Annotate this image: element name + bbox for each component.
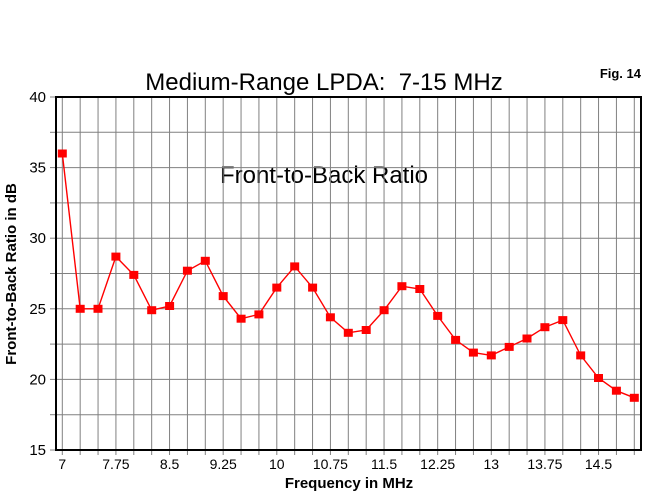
y-tick-label: 15: [29, 442, 46, 459]
data-point: [129, 270, 139, 279]
data-point: [451, 335, 461, 344]
x-tick-label: 14.5: [585, 456, 612, 472]
data-point: [57, 149, 67, 158]
figure-number-label: Fig. 14: [599, 66, 641, 81]
x-tick-label: 7.75: [102, 456, 129, 472]
data-point: [165, 302, 175, 310]
data-point: [218, 292, 228, 301]
data-point: [182, 266, 192, 275]
x-tick-label: 9.25: [210, 456, 237, 472]
data-point: [540, 323, 550, 332]
data-point: [379, 306, 389, 315]
chart-title: Medium-Range LPDA: 7-15 MHz Front-to-Bac…: [0, 5, 648, 253]
chart-title-line1: Medium-Range LPDA: 7-15 MHz: [145, 69, 503, 96]
data-point: [361, 326, 371, 334]
data-point: [629, 393, 639, 402]
data-point: [558, 316, 568, 325]
chart-title-line2: Front-to-Back Ratio: [219, 162, 429, 189]
y-tick-label: 35: [29, 160, 46, 177]
data-point: [576, 351, 586, 360]
y-tick-label: 40: [29, 89, 46, 106]
data-point: [522, 334, 532, 343]
x-axis-title: Frequency in MHz: [285, 475, 413, 492]
x-tick-label: 7: [58, 456, 66, 472]
data-point: [594, 374, 603, 382]
data-point: [468, 348, 478, 357]
data-point: [111, 252, 121, 261]
data-point: [290, 262, 300, 271]
data-point: [611, 386, 621, 395]
y-tick-label: 30: [29, 230, 46, 247]
data-point: [75, 304, 85, 313]
x-tick-label: 13: [484, 456, 500, 472]
data-point: [93, 304, 103, 313]
x-tick-label: 13.75: [527, 456, 562, 472]
data-point: [486, 351, 496, 360]
data-point: [397, 282, 407, 291]
x-tick-label: 12.25: [420, 456, 455, 472]
data-point: [504, 342, 514, 351]
data-point: [236, 314, 246, 323]
data-point: [254, 310, 264, 319]
data-point: [415, 285, 425, 293]
data-point: [343, 328, 353, 337]
x-tick-label: 10: [269, 456, 285, 472]
data-point: [200, 256, 210, 265]
data-point: [147, 306, 157, 315]
plot-border: [55, 96, 642, 451]
y-tick-label: 25: [29, 301, 46, 318]
x-tick-label: 10.75: [313, 456, 348, 472]
data-point: [433, 311, 443, 320]
data-point: [325, 313, 335, 322]
y-axis-title: Front-to-Back Ratio in dB: [3, 183, 20, 365]
data-point: [308, 283, 318, 292]
x-tick-label: 11.5: [371, 456, 397, 472]
x-tick-label: 8.5: [160, 456, 180, 472]
data-point: [272, 283, 282, 292]
y-tick-label: 20: [29, 371, 46, 388]
